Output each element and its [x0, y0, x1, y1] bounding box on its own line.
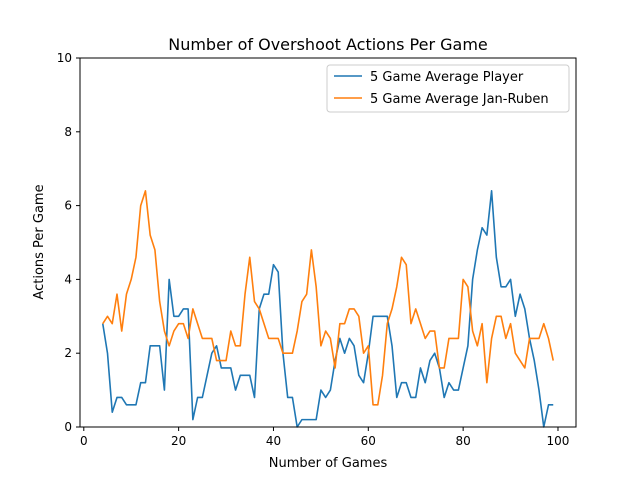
legend-box	[326, 64, 570, 113]
plot-area	[79, 57, 577, 428]
x-tick-label: 80	[456, 434, 471, 448]
x-axis: 0 20 40 60 80 100	[80, 427, 569, 448]
y-axis: 0 2 4 6 8 10	[57, 51, 80, 434]
legend: 5 Game Average Player 5 Game Average Jan-…	[326, 64, 570, 113]
legend-entry-1: 5 Game Average Player	[370, 70, 524, 85]
x-tick-label: 0	[80, 434, 88, 448]
x-tick-label: 100	[547, 434, 570, 448]
y-tick-label: 6	[64, 199, 72, 213]
y-tick-label: 2	[64, 346, 72, 360]
x-axis-label: Number of Games	[269, 456, 388, 471]
series-line-2	[102, 190, 555, 406]
series-line-1	[101, 190, 554, 428]
x-tick-label: 60	[361, 434, 376, 448]
legend-entry-2: 5 Game Average Jan-Ruben	[370, 92, 549, 107]
y-tick-label: 8	[64, 125, 72, 139]
y-tick-label: 4	[64, 272, 72, 286]
y-tick-label: 0	[64, 420, 72, 434]
chart-title: Number of Overshoot Actions Per Game	[168, 35, 488, 54]
y-axis-label: Actions Per Game	[32, 184, 47, 299]
plot-frame	[79, 57, 577, 428]
x-tick-label: 20	[171, 434, 186, 448]
x-tick-label: 40	[266, 434, 281, 448]
y-tick-label: 10	[57, 51, 72, 65]
